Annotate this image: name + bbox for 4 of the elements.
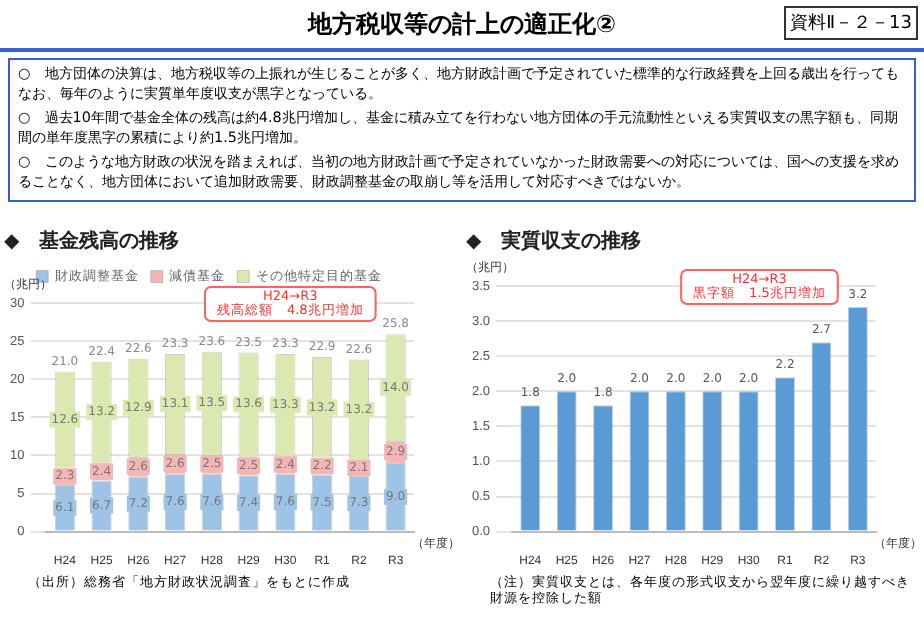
- text: 資料Ⅱ－２－13: [784, 6, 918, 40]
- chart-title: ◆ 実質収支の推移: [466, 229, 642, 254]
- chart-title: ◆ 基金残高の推移: [4, 229, 180, 254]
- text: 地方税収等の計上の適正化②: [307, 10, 617, 38]
